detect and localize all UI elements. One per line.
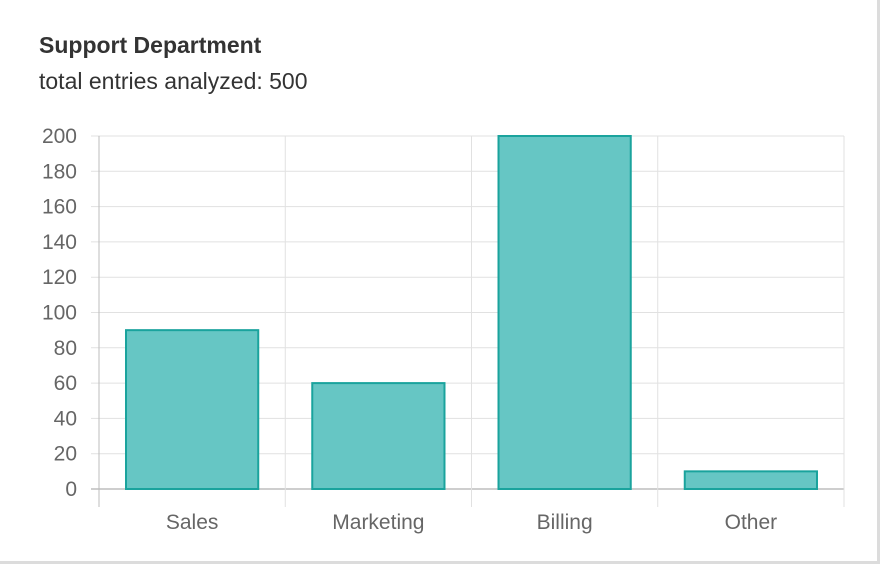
y-tick-label: 140 — [42, 231, 77, 254]
bar-sales — [125, 329, 260, 490]
y-tick-label: 100 — [42, 302, 77, 325]
bar-other — [683, 470, 818, 491]
y-tick-label: 180 — [42, 160, 77, 183]
y-tick-label: 0 — [65, 478, 77, 501]
y-tick-label: 120 — [42, 266, 77, 289]
x-tick-label: Marketing — [332, 511, 424, 534]
chart-subtitle: total entries analyzed: 500 — [39, 68, 308, 94]
y-tick-label: 160 — [42, 196, 77, 219]
y-tick-label: 20 — [54, 443, 77, 466]
x-tick-label: Other — [725, 511, 778, 534]
y-tick-label: 40 — [54, 407, 77, 430]
chart-title: Support Department — [39, 32, 262, 58]
y-tick-label: 80 — [54, 337, 77, 360]
x-tick-label: Billing — [537, 511, 593, 534]
y-tick-label: 60 — [54, 372, 77, 395]
bar-billing — [497, 135, 632, 490]
y-tick-label: 200 — [42, 125, 77, 148]
bar-marketing — [311, 382, 446, 491]
x-tick-label: Sales — [166, 511, 219, 534]
